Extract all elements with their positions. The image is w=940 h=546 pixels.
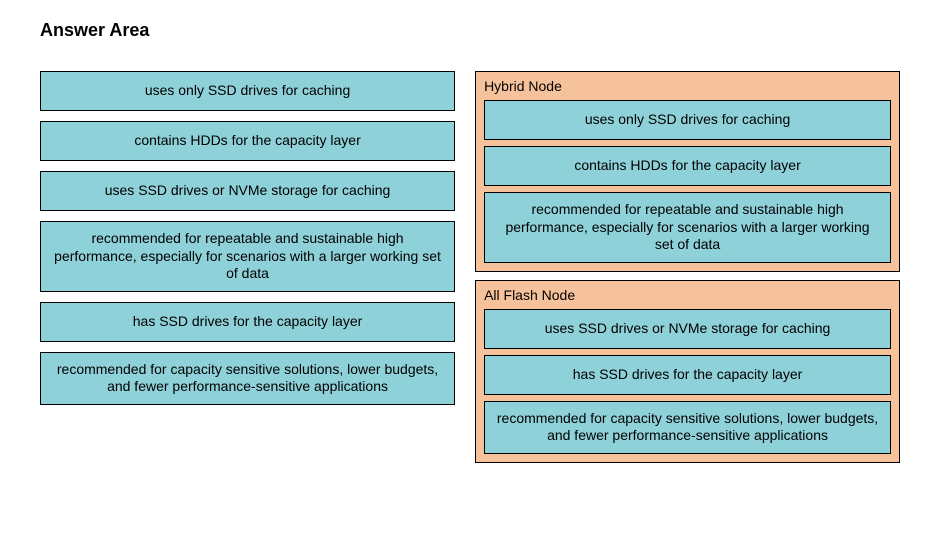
placed-item[interactable]: contains HDDs for the capacity layer bbox=[484, 146, 891, 186]
source-item[interactable]: contains HDDs for the capacity layer bbox=[40, 121, 455, 161]
placed-item[interactable]: recommended for capacity sensitive solut… bbox=[484, 401, 891, 454]
source-column: uses only SSD drives for caching contain… bbox=[40, 71, 455, 463]
drop-zone-hybrid[interactable]: Hybrid Node uses only SSD drives for cac… bbox=[475, 71, 900, 272]
placed-item[interactable]: recommended for repeatable and sustainab… bbox=[484, 192, 891, 263]
zone-title: Hybrid Node bbox=[484, 76, 891, 96]
target-column: Hybrid Node uses only SSD drives for cac… bbox=[475, 71, 900, 463]
drop-zone-allflash[interactable]: All Flash Node uses SSD drives or NVMe s… bbox=[475, 280, 900, 463]
source-item[interactable]: uses only SSD drives for caching bbox=[40, 71, 455, 111]
zone-title: All Flash Node bbox=[484, 285, 891, 305]
source-item[interactable]: recommended for capacity sensitive solut… bbox=[40, 352, 455, 405]
source-item[interactable]: has SSD drives for the capacity layer bbox=[40, 302, 455, 342]
source-item[interactable]: uses SSD drives or NVMe storage for cach… bbox=[40, 171, 455, 211]
placed-item[interactable]: uses SSD drives or NVMe storage for cach… bbox=[484, 309, 891, 349]
source-item[interactable]: recommended for repeatable and sustainab… bbox=[40, 221, 455, 292]
content-area: uses only SSD drives for caching contain… bbox=[40, 71, 900, 463]
page-title: Answer Area bbox=[40, 20, 900, 41]
placed-item[interactable]: uses only SSD drives for caching bbox=[484, 100, 891, 140]
placed-item[interactable]: has SSD drives for the capacity layer bbox=[484, 355, 891, 395]
